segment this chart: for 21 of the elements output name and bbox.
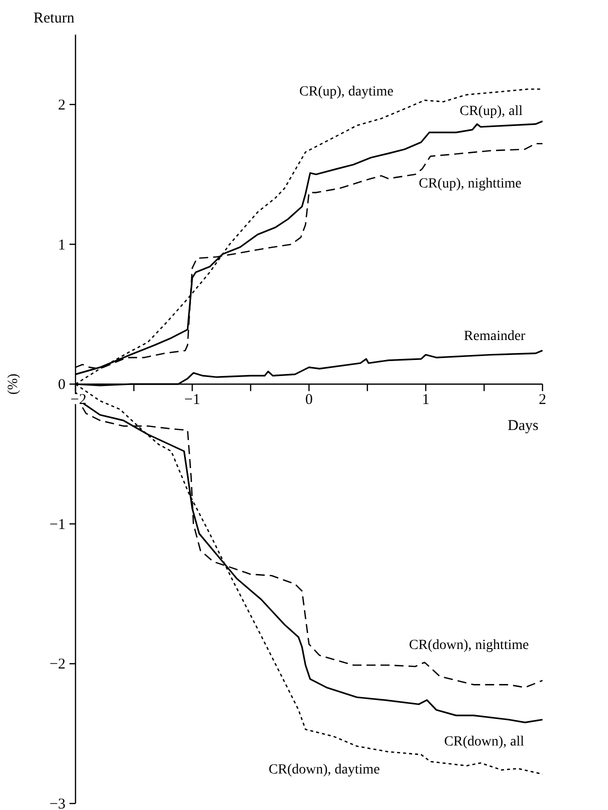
- y-tick-label: 2: [58, 98, 66, 114]
- x-tick-label: 2: [538, 392, 546, 408]
- y-tick-label: 0: [58, 377, 66, 394]
- x-tick-label: 0: [305, 392, 313, 408]
- x-tick-label: −2: [70, 392, 86, 408]
- x-tick-label: 1: [422, 392, 430, 408]
- text: (%): [6, 373, 21, 395]
- y-tick-label: −1: [50, 516, 66, 533]
- y-tick-label: −2: [50, 656, 66, 673]
- series-label: CR(down), nighttime: [409, 638, 529, 654]
- y-tick-label: −3: [50, 796, 66, 810]
- series-label: CR(down), all: [444, 734, 524, 750]
- series-label: CR(up), daytime: [299, 84, 394, 100]
- series-label: CR(down), daytime: [268, 762, 380, 778]
- series-label: Remainder: [464, 329, 526, 344]
- y-tick-label: 1: [58, 237, 66, 254]
- series-label: CR(up), nighttime: [418, 176, 522, 192]
- y-axis-title: Return: [34, 10, 75, 27]
- x-axis-title: Days: [508, 418, 539, 434]
- series-label: CR(up), all: [460, 104, 523, 119]
- x-tick-label: −1: [184, 392, 200, 408]
